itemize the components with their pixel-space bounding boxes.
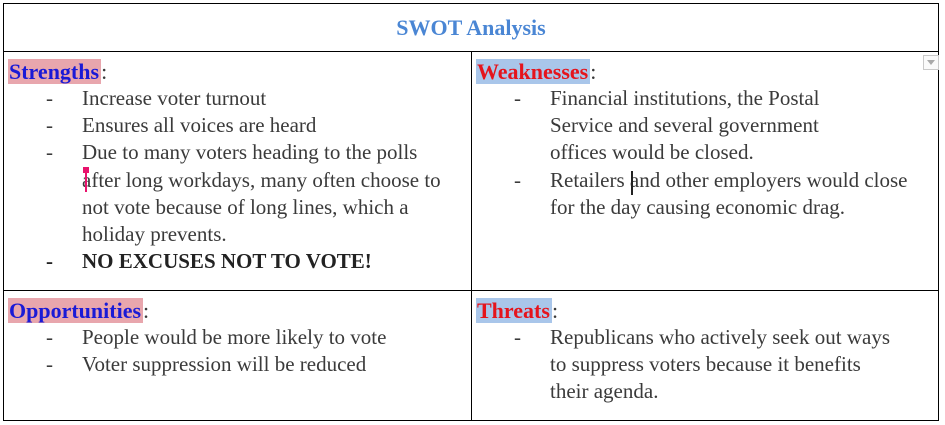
threats-colon: : xyxy=(551,298,559,323)
threats-heading: Threats xyxy=(476,298,552,323)
weaknesses-item-2: Retailers and other employers would clos… xyxy=(550,167,908,219)
opportunities-item-2: Voter suppression will be reduced xyxy=(82,352,367,377)
bullet-dash: - xyxy=(514,167,521,192)
strengths-heading-line: Strengths: xyxy=(8,58,463,85)
weaknesses-cell[interactable]: Weaknesses: - Financial institutions, the… xyxy=(476,58,931,221)
strengths-item-3: Due to many voters heading to the polls … xyxy=(82,140,441,247)
weaknesses-heading: Weaknesses xyxy=(476,59,591,84)
opportunities-list: - People would be more likely to vote - Vo… xyxy=(8,324,463,378)
title-row: SWOT Analysis xyxy=(4,4,938,52)
list-item: - Due to many voters heading to the polls… xyxy=(8,139,463,248)
opportunities-colon: : xyxy=(143,298,150,323)
threats-list: - Republicans who actively seek out ways … xyxy=(476,324,931,406)
chevron-down-icon[interactable] xyxy=(923,55,939,70)
strengths-cell[interactable]: Strengths: - Increase voter turnout - Ensu… xyxy=(8,58,463,275)
list-item: - Increase voter turnout xyxy=(8,85,463,112)
strengths-item-1: Increase voter turnout xyxy=(82,86,267,110)
strengths-colon: : xyxy=(101,59,108,84)
column-divider xyxy=(471,51,472,420)
list-item: - Ensures all voices are heard xyxy=(8,112,463,139)
opportunities-heading: Opportunities xyxy=(8,298,144,323)
bullet-dash: - xyxy=(46,140,53,165)
opportunities-heading-line: Opportunities: xyxy=(8,297,463,324)
threats-item-1: Republicans who actively seek out ways t… xyxy=(550,325,890,404)
page-title: SWOT Analysis xyxy=(396,14,546,40)
opportunities-cell[interactable]: Opportunities: - People would be more lik… xyxy=(8,297,463,378)
list-item: - Retailers and other employers would clo… xyxy=(476,167,931,221)
bullet-dash: - xyxy=(514,86,521,110)
opportunities-item-1: People would be more likely to vote xyxy=(82,325,387,349)
list-item: - People would be more likely to vote xyxy=(8,324,463,351)
strengths-heading: Strengths xyxy=(8,59,102,84)
text-cursor xyxy=(631,171,633,195)
weaknesses-list: - Financial institutions, the Postal Serv… xyxy=(476,85,931,221)
threats-cell[interactable]: Threats: - Republicans who actively seek … xyxy=(476,297,931,406)
row-divider xyxy=(4,290,938,291)
list-item: - NO EXCUSES NOT TO VOTE! xyxy=(8,248,463,275)
strengths-item-2: Ensures all voices are heard xyxy=(82,113,317,138)
comment-marker-line xyxy=(85,170,87,192)
bullet-dash: - xyxy=(46,113,53,138)
bullet-dash: - xyxy=(514,325,521,349)
list-item: - Financial institutions, the Postal Serv… xyxy=(476,85,931,167)
strengths-item-4: NO EXCUSES NOT TO VOTE! xyxy=(82,249,372,274)
bullet-dash: - xyxy=(46,86,53,110)
bullet-dash: - xyxy=(46,249,53,274)
swot-table: SWOT Analysis xyxy=(3,3,939,421)
weaknesses-colon: : xyxy=(590,59,597,84)
bullet-dash: - xyxy=(46,352,53,377)
list-item: - Voter suppression will be reduced xyxy=(8,351,463,378)
weaknesses-heading-line: Weaknesses: xyxy=(476,58,931,85)
threats-heading-line: Threats: xyxy=(476,297,931,324)
weaknesses-item-1: Financial institutions, the Postal Servi… xyxy=(550,86,820,165)
strengths-list: - Increase voter turnout - Ensures all voi… xyxy=(8,85,463,275)
list-item: - Republicans who actively seek out ways … xyxy=(476,324,931,406)
bullet-dash: - xyxy=(46,325,53,349)
